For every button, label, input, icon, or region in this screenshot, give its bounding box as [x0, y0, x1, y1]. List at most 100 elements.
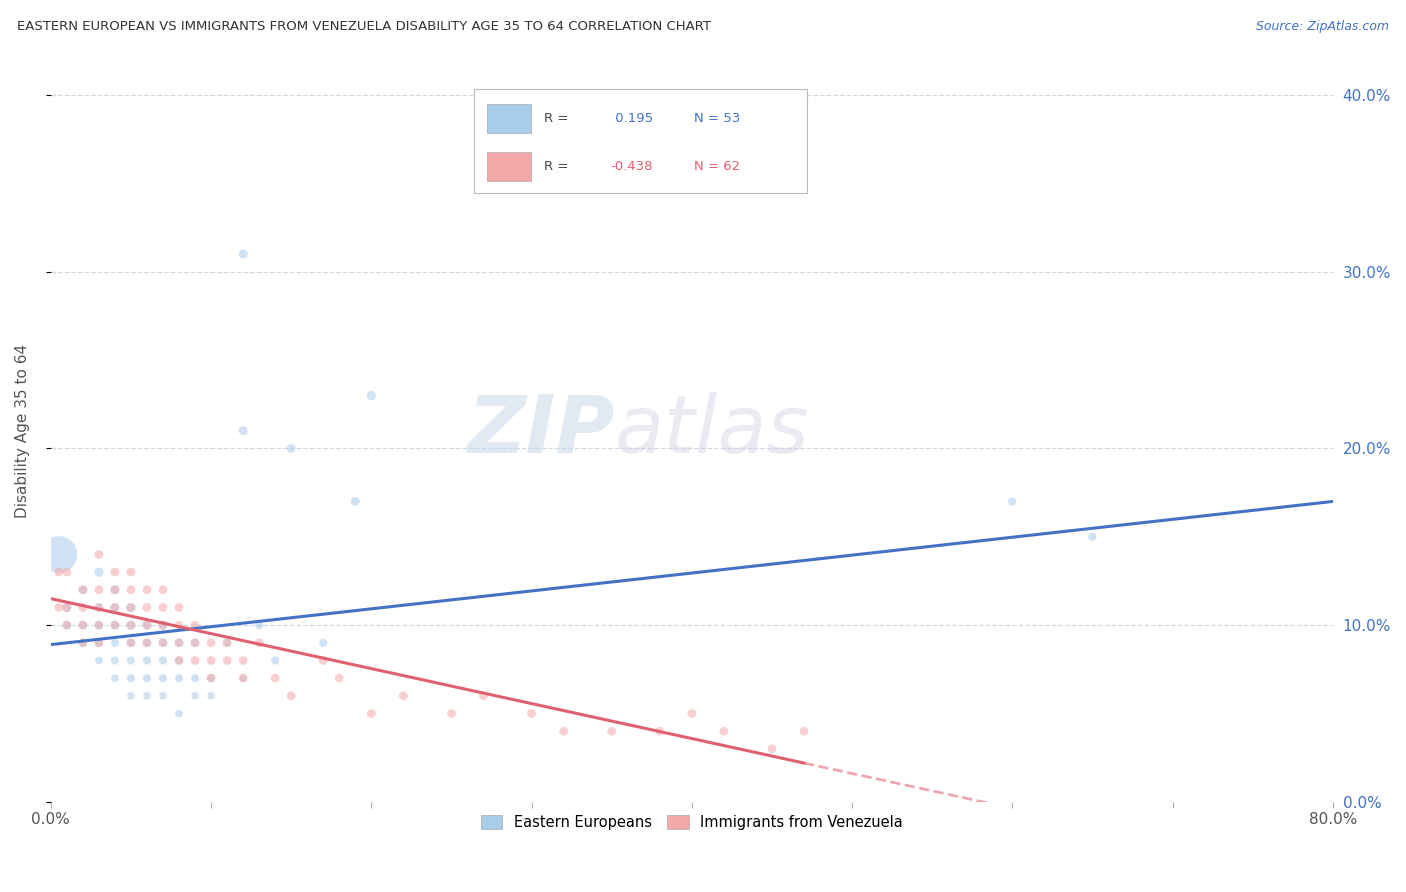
Point — [120, 565, 142, 579]
Point — [87, 636, 110, 650]
Point — [120, 636, 142, 650]
Point — [264, 671, 287, 685]
Point — [120, 689, 142, 703]
Point — [104, 582, 127, 597]
Point — [167, 636, 190, 650]
Text: ZIP: ZIP — [468, 392, 614, 470]
Point — [87, 582, 110, 597]
Point — [264, 653, 287, 667]
Point — [72, 582, 94, 597]
Point — [167, 618, 190, 632]
Point — [184, 618, 207, 632]
Legend: Eastern Europeans, Immigrants from Venezuela: Eastern Europeans, Immigrants from Venez… — [475, 809, 908, 836]
Point — [600, 724, 623, 739]
Point — [120, 600, 142, 615]
Point — [232, 247, 254, 261]
Point — [72, 618, 94, 632]
Point — [200, 653, 222, 667]
Point — [167, 671, 190, 685]
Point — [104, 618, 127, 632]
Point — [152, 636, 174, 650]
Point — [440, 706, 463, 721]
Point — [472, 689, 495, 703]
Point — [72, 582, 94, 597]
Point — [184, 653, 207, 667]
Point — [48, 600, 70, 615]
Point — [120, 582, 142, 597]
Point — [104, 653, 127, 667]
Point — [217, 653, 239, 667]
Point — [136, 671, 159, 685]
Point — [87, 600, 110, 615]
Point — [87, 636, 110, 650]
Point — [232, 424, 254, 438]
Point — [87, 653, 110, 667]
Point — [136, 636, 159, 650]
Point — [648, 724, 671, 739]
Point — [200, 689, 222, 703]
Point — [152, 600, 174, 615]
Point — [793, 724, 815, 739]
Point — [136, 618, 159, 632]
Point — [520, 706, 543, 721]
Point — [48, 565, 70, 579]
Point — [184, 636, 207, 650]
Point — [1001, 494, 1024, 508]
Point — [72, 636, 94, 650]
Point — [200, 671, 222, 685]
Point — [87, 618, 110, 632]
Point — [761, 742, 783, 756]
Point — [87, 600, 110, 615]
Point — [56, 600, 79, 615]
Point — [328, 671, 350, 685]
Point — [280, 689, 302, 703]
Point — [312, 636, 335, 650]
Point — [136, 618, 159, 632]
Point — [167, 653, 190, 667]
Point — [87, 618, 110, 632]
Point — [72, 618, 94, 632]
Point — [344, 494, 367, 508]
Point — [56, 618, 79, 632]
Point — [217, 636, 239, 650]
Point — [247, 636, 270, 650]
Point — [136, 689, 159, 703]
Point — [104, 671, 127, 685]
Y-axis label: Disability Age 35 to 64: Disability Age 35 to 64 — [15, 343, 30, 518]
Point — [136, 636, 159, 650]
Point — [200, 671, 222, 685]
Point — [87, 565, 110, 579]
Point — [120, 618, 142, 632]
Point — [1081, 530, 1104, 544]
Point — [217, 636, 239, 650]
Point — [232, 671, 254, 685]
Point — [152, 618, 174, 632]
Point — [713, 724, 735, 739]
Point — [392, 689, 415, 703]
Point — [167, 600, 190, 615]
Point — [120, 653, 142, 667]
Point — [104, 600, 127, 615]
Point — [360, 706, 382, 721]
Point — [167, 636, 190, 650]
Point — [87, 548, 110, 562]
Text: Source: ZipAtlas.com: Source: ZipAtlas.com — [1256, 20, 1389, 33]
Point — [120, 636, 142, 650]
Point — [553, 724, 575, 739]
Point — [167, 706, 190, 721]
Point — [232, 671, 254, 685]
Point — [104, 600, 127, 615]
Point — [136, 653, 159, 667]
Point — [184, 671, 207, 685]
Point — [72, 600, 94, 615]
Point — [167, 653, 190, 667]
Point — [152, 689, 174, 703]
Point — [136, 600, 159, 615]
Point — [120, 671, 142, 685]
Point — [120, 600, 142, 615]
Point — [152, 618, 174, 632]
Point — [72, 636, 94, 650]
Point — [184, 689, 207, 703]
Point — [152, 671, 174, 685]
Point — [681, 706, 703, 721]
